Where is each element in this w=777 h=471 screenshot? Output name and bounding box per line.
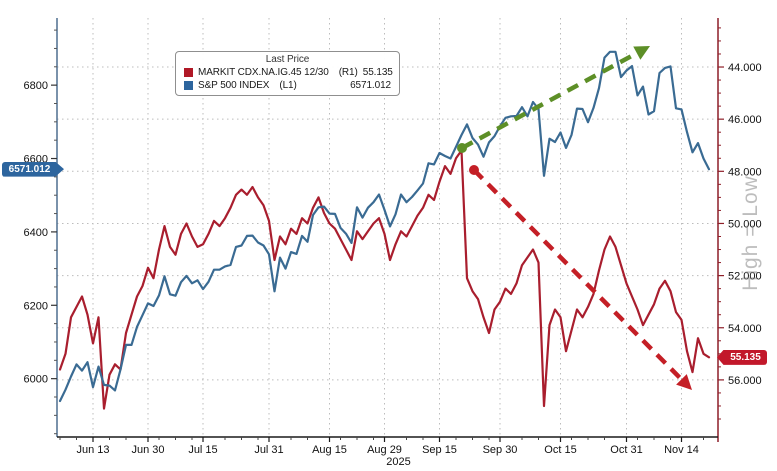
svg-text:6400: 6400 (24, 227, 48, 239)
cdx-series-swatch-icon (184, 68, 193, 77)
axes (56, 18, 719, 442)
cdx-series-name: MARKIT CDX.NA.IG.45 12/30 (198, 67, 329, 78)
svg-text:Oct 31: Oct 31 (610, 444, 642, 456)
svg-text:46.000: 46.000 (728, 114, 762, 126)
gridlines (57, 18, 718, 437)
svg-text:Jul 31: Jul 31 (254, 444, 283, 456)
svg-text:Jul 15: Jul 15 (188, 444, 217, 456)
svg-text:52.000: 52.000 (728, 271, 762, 283)
legend-row-spx: S&P 500 INDEX (L1) 6571.012 (184, 79, 391, 92)
spx-last-price: 6571.012 (350, 80, 391, 91)
cdx-ig-line (58, 149, 711, 410)
chart-legend: Last Price MARKIT CDX.NA.IG.45 12/30 (R1… (175, 51, 400, 96)
svg-text:Sep 15: Sep 15 (422, 444, 457, 456)
bearish-trend-arrow (469, 165, 692, 390)
cdx-last-price-badge: 55.135 (717, 349, 767, 365)
svg-text:Aug 29: Aug 29 (367, 444, 402, 456)
svg-text:Oct 15: Oct 15 (544, 444, 576, 456)
sp500-last-price-badge: 6571.012 (2, 161, 64, 177)
svg-text:2025: 2025 (386, 456, 410, 468)
svg-text:Sep 30: Sep 30 (483, 444, 518, 456)
y-axis-right: 44.000 46.000 48.000 50.000 52.000 54.000 56.0… (718, 27, 762, 420)
svg-text:6800: 6800 (24, 80, 48, 92)
spx-axis-tag: (L1) (279, 80, 297, 91)
x-axis: Jun 13 Jun 30 Jul 15 Jul 31 Aug 15 Aug 29 Sep … (59, 437, 704, 468)
svg-text:Nov 14: Nov 14 (664, 444, 699, 456)
bullish-trend-arrow (457, 46, 650, 153)
spx-series-name: S&P 500 INDEX (198, 80, 270, 91)
legend-row-cdx: MARKIT CDX.NA.IG.45 12/30 (R1) 55.135 (184, 66, 393, 79)
svg-text:44.000: 44.000 (728, 62, 762, 74)
sp500-line (58, 50, 711, 403)
svg-text:6200: 6200 (24, 300, 48, 312)
svg-text:Jun 13: Jun 13 (76, 444, 109, 456)
svg-text:50.000: 50.000 (728, 218, 762, 230)
svg-text:48.000: 48.000 (728, 166, 762, 178)
svg-text:Aug 15: Aug 15 (312, 444, 347, 456)
legend-title: Last Price (265, 54, 310, 65)
spx-series-swatch-icon (184, 81, 193, 90)
svg-text:56.000: 56.000 (728, 375, 762, 387)
cdx-axis-tag: (R1) (338, 67, 358, 78)
svg-text:Jun 30: Jun 30 (131, 444, 164, 456)
cdx-last-price: 55.135 (362, 67, 393, 78)
svg-text:6000: 6000 (24, 374, 48, 386)
svg-text:54.000: 54.000 (728, 323, 762, 335)
